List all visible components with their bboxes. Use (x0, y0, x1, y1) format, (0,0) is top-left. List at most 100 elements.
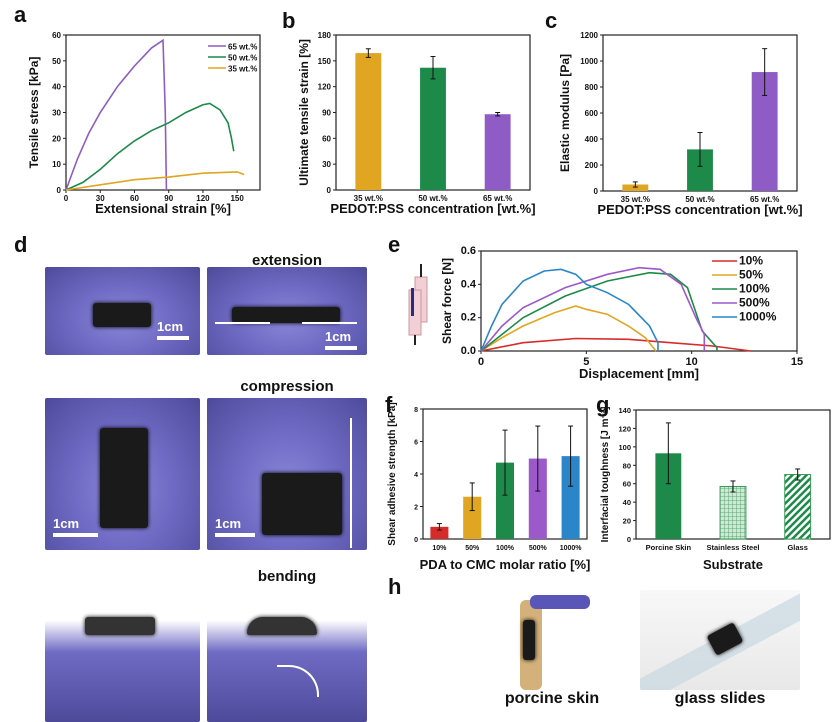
x-tick-label: 90 (164, 194, 173, 203)
y-tick-label: 50 (52, 57, 61, 66)
scale-bar-label: 1cm (157, 319, 184, 334)
bend-arrow-icon (277, 665, 319, 697)
series-line (480, 266, 706, 352)
bar (622, 184, 649, 191)
bar (463, 496, 482, 539)
legend-label: 50 wt.% (228, 54, 257, 63)
lap-shear-schematic-icon (408, 264, 428, 345)
y-tick-label: 0.0 (461, 345, 476, 357)
y-tick-label: 40 (623, 498, 631, 507)
y-tick-label: 60 (322, 134, 331, 143)
x-tick-label: 35 wt.% (621, 195, 650, 204)
y-tick-label: 0 (414, 537, 418, 544)
photo-extension: 1cm (207, 267, 367, 355)
x-tick-label: 0 (478, 356, 484, 368)
y-tick-label: 60 (52, 31, 61, 40)
photo-compression-relaxed: 1cm (45, 398, 200, 550)
x-axis-label: Substrate (703, 557, 763, 572)
y-axis-label: Shear adhesive strength [kPa] (387, 402, 398, 545)
y-tick-label: 800 (585, 83, 599, 92)
photo-glass-slides (640, 590, 800, 690)
y-axis-label: Elastic modulus [Pa] (558, 54, 572, 172)
series-line (480, 271, 718, 352)
x-tick-label: Porcine Skin (646, 543, 692, 552)
chart-f: 0 2 4 6 8 Shear adhesive strength [kPa] PDA to… (387, 402, 590, 572)
panel-label-a: a (14, 2, 27, 27)
x-tick-label: 150 (230, 194, 244, 203)
x-tick-label: 15 (791, 356, 803, 368)
caption-compression: compression (240, 378, 334, 395)
series-line (65, 171, 245, 191)
bar (420, 67, 446, 190)
x-tick-label: 50 wt.% (685, 195, 714, 204)
x-axis-label: PEDOT:PSS concentration [wt.%] (330, 201, 535, 216)
y-tick-label: 0 (327, 186, 332, 195)
series-line (480, 305, 657, 352)
bar (355, 53, 382, 191)
x-axis-label: Extensional strain [%] (95, 201, 231, 216)
x-axis-label: PEDOT:PSS concentration [wt.%] (597, 202, 802, 217)
bar (719, 485, 747, 540)
panel-label-b: b (282, 8, 296, 33)
chart-a: 0 10 20 30 40 50 60 Tensile stress [kPa] Extensi… (27, 31, 261, 216)
photo-porcine-skin (490, 595, 615, 695)
legend-label: 1000% (739, 310, 777, 324)
legend-label: 65 wt.% (228, 43, 257, 52)
y-tick-label: 2 (414, 505, 418, 512)
caption-glass-slides: glass slides (674, 690, 766, 707)
series-line (480, 268, 659, 352)
scale-bar-label: 1cm (215, 516, 242, 531)
y-tick-label: 30 (322, 160, 331, 169)
panel-label-c: c (545, 8, 558, 33)
bar (784, 474, 812, 540)
y-tick-label: 0 (627, 535, 631, 544)
x-tick-label: 120 (196, 194, 210, 203)
y-tick-label: 6 (414, 440, 418, 447)
legend-label: 100% (739, 282, 770, 296)
chart-e: 0.0 0.2 0.4 0.6 Shear force [N] Displacement … (440, 245, 803, 381)
panel-label-h: h (388, 574, 402, 599)
panel-label-e: e (388, 232, 401, 257)
bar (528, 458, 547, 539)
y-tick-label: 80 (623, 461, 631, 470)
y-tick-label: 40 (52, 83, 61, 92)
series-line (65, 38, 168, 191)
y-tick-label: 30 (52, 109, 61, 118)
y-tick-label: 60 (623, 480, 631, 489)
arrow-right-icon (302, 322, 357, 324)
y-tick-label: 1200 (580, 31, 598, 40)
x-tick-label: Glass (787, 543, 807, 552)
legend-label: 50% (739, 268, 763, 282)
caption-porcine-skin: porcine skin (504, 690, 600, 707)
x-tick-label: 65 wt.% (483, 194, 512, 203)
x-tick-label: 10 (686, 356, 698, 368)
y-tick-label: 180 (318, 31, 332, 40)
y-tick-label: 0.4 (461, 278, 477, 290)
compression-arrow-icon (350, 418, 352, 548)
y-tick-label: 20 (52, 134, 61, 143)
x-tick-label: 35 wt.% (354, 194, 383, 203)
caption-extension: extension (251, 252, 323, 269)
y-axis-label: Tensile stress [kPa] (27, 57, 41, 169)
panel-label-d: d (14, 232, 28, 257)
y-tick-label: 150 (318, 57, 332, 66)
x-tick-label: Stainless Steel (707, 543, 760, 552)
x-tick-label: 30 (96, 194, 105, 203)
plot-frame (480, 250, 798, 352)
chart-c: 0 200 400 600 800 1000 1200 Elastic modulus [Pa… (558, 31, 803, 217)
bar (484, 114, 511, 190)
chart-b: 0 30 60 90 120 150 180 Ultimate tensile strain … (297, 31, 536, 216)
photo-compression: 1cm (207, 398, 367, 550)
bar (430, 526, 449, 539)
legend-label: 35 wt.% (228, 65, 257, 74)
y-tick-label: 8 (414, 407, 418, 414)
x-tick-label: 100% (496, 545, 515, 552)
x-tick-label: 500% (529, 545, 548, 552)
bar (495, 462, 515, 539)
x-tick-label: 1000% (560, 545, 583, 552)
x-tick-label: 0 (64, 194, 69, 203)
x-tick-label: 50% (465, 545, 480, 552)
y-tick-label: 0 (57, 186, 62, 195)
y-axis-label: Shear force [N] (440, 258, 454, 344)
